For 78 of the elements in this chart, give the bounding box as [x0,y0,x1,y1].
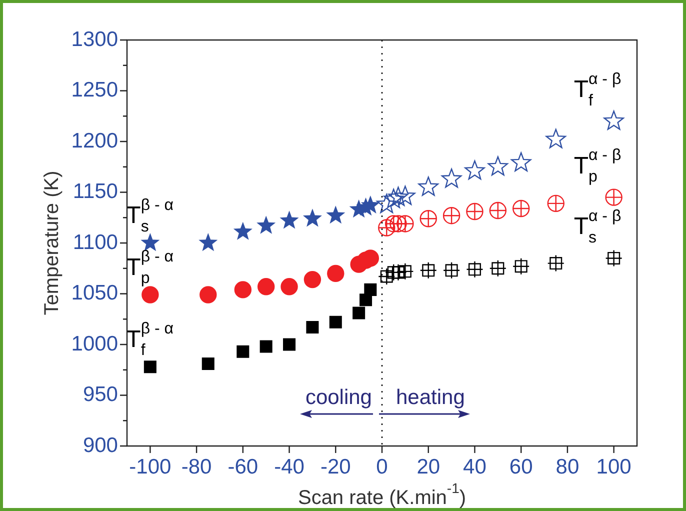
point [390,215,407,232]
x-tick-label: 0 [376,455,388,478]
point [466,260,484,278]
point [604,110,624,130]
point [326,206,346,224]
point [378,268,396,286]
y-tick-label: 1200 [71,129,118,152]
point [283,338,296,351]
point [236,345,250,358]
point [200,286,217,304]
point [396,215,414,232]
point [260,340,272,353]
point [605,250,622,267]
point [442,206,460,224]
point [383,188,404,208]
point [140,233,160,252]
y-tick-label: 1000 [71,332,118,356]
y-axis-title: Temperature (K) [41,170,63,316]
y-tick-label: 1300 [71,28,118,51]
point [512,200,530,218]
point [547,254,564,272]
point [202,358,214,370]
point [142,286,159,304]
point [418,176,438,196]
point [327,264,344,282]
point [546,128,566,148]
x-tick-label: -60 [228,455,258,478]
point [234,281,252,298]
x-tick-label: -80 [181,455,212,478]
point [364,283,377,296]
point [466,202,484,220]
y-tick-label: 950 [82,383,118,406]
point [388,186,408,206]
y-tick-label: 1100 [72,230,118,254]
x-tick-label: 100 [596,455,632,478]
point [512,258,530,275]
point [306,320,319,334]
annotation: heating [396,386,465,409]
point [442,262,460,280]
x-tick-label: 60 [509,455,533,478]
point [464,160,485,180]
x-tick-label: -20 [320,455,351,478]
point [360,195,380,214]
point [384,215,402,232]
point [198,233,218,252]
point [605,188,622,206]
annotation: cooling [305,386,372,409]
point [280,210,299,229]
point [304,270,322,288]
point [488,156,508,176]
y-tick-label: 1150 [72,180,118,204]
x-tick-label: 80 [556,455,580,478]
point [510,152,532,172]
point [420,210,437,228]
x-tick-label: 40 [463,455,486,478]
point [280,278,298,296]
point [257,278,275,296]
point [352,306,366,320]
point [547,194,564,212]
x-tick-label: 20 [416,455,440,478]
point [396,262,414,280]
point [378,219,396,236]
point [420,262,437,280]
y-tick-label: 900 [82,434,118,457]
x-tick-label: -40 [274,455,304,478]
y-tick-label: 1050 [71,282,118,305]
point [233,222,252,240]
point [395,186,416,205]
point [302,208,322,227]
point [489,202,507,220]
y-tick-label: 1250 [71,78,118,102]
point [329,316,342,328]
point [441,168,462,188]
point [144,360,156,374]
point [256,216,276,234]
point [489,260,507,277]
x-tick-label: -100 [129,455,172,478]
point [376,194,397,214]
